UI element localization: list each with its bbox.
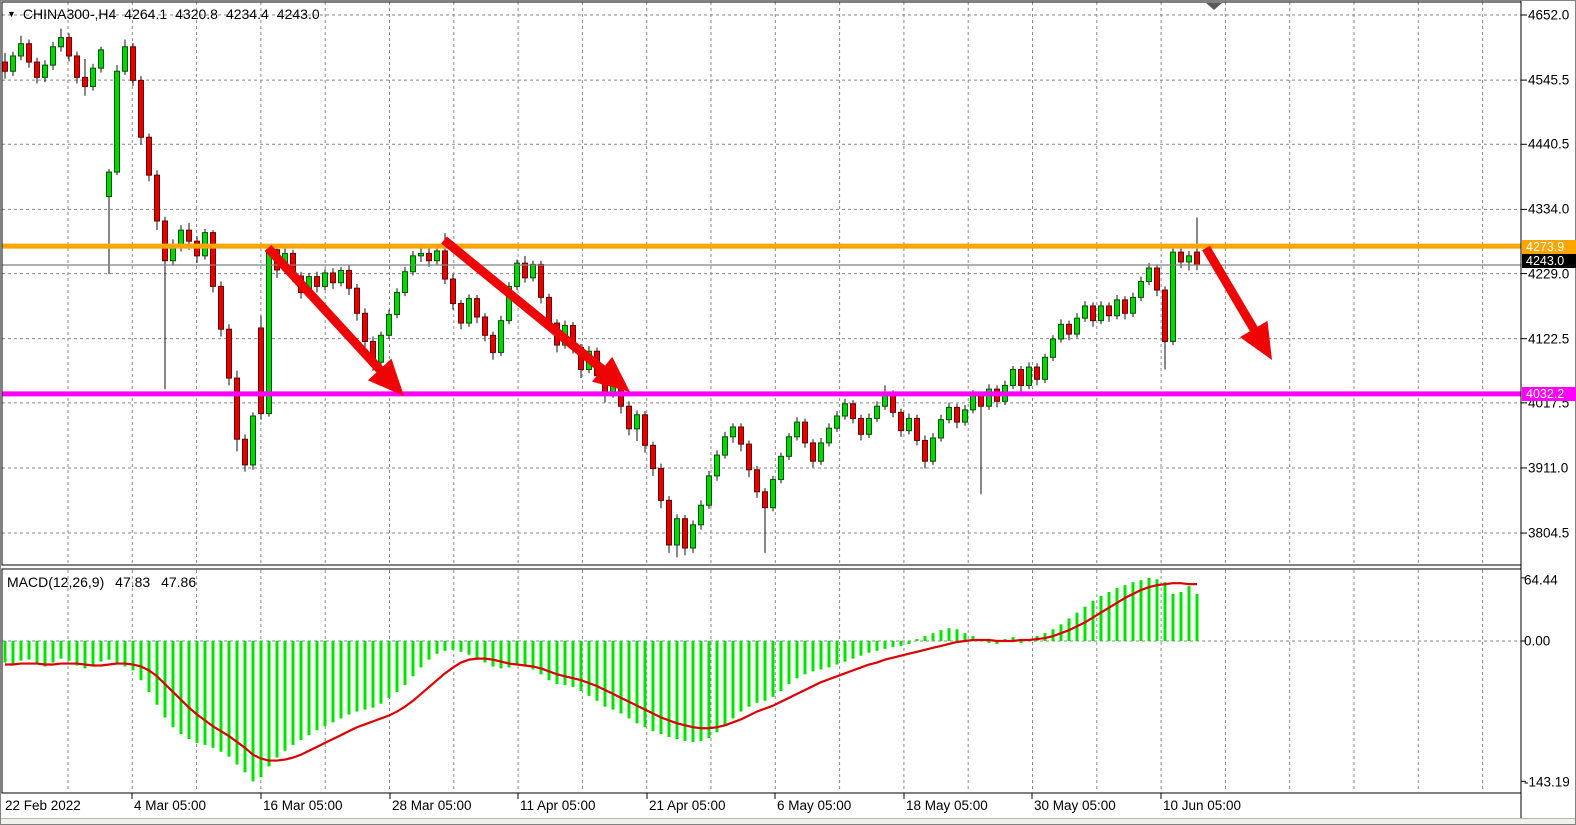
time-axis-label: 4 Mar 05:00 bbox=[134, 798, 207, 813]
price-axis-label: 4229.0 bbox=[1528, 266, 1570, 282]
price-axis-label: 4334.0 bbox=[1528, 201, 1570, 217]
time-axis-label: 10 Jun 05:00 bbox=[1163, 798, 1242, 813]
ohlc-low: 4234.4 bbox=[225, 6, 269, 22]
macd-axis-label: 64.44 bbox=[1524, 572, 1558, 588]
price-axis-label: 3911.0 bbox=[1528, 460, 1569, 476]
chart-title: ▼ CHINA300-,H4 4264.1 4320.8 4234.4 4243… bbox=[7, 6, 320, 22]
time-axis-label: 28 Mar 05:00 bbox=[392, 798, 472, 813]
indicator-signal-value: 47.86 bbox=[161, 574, 197, 590]
price-axis-label: 4652.0 bbox=[1528, 7, 1570, 23]
time-axis-label: 16 Mar 05:00 bbox=[263, 798, 343, 813]
time-axis-label: 11 Apr 05:00 bbox=[520, 798, 596, 813]
price-axis-label: 4122.5 bbox=[1528, 331, 1570, 347]
support-price-badge: 4032.2 bbox=[1522, 387, 1576, 401]
price-axis-label: 4545.5 bbox=[1528, 72, 1570, 88]
ohlc-close: 4243.0 bbox=[276, 6, 320, 22]
macd-axis-label: 0.00 bbox=[1524, 633, 1551, 649]
time-axis-label: 22 Feb 2022 bbox=[5, 798, 81, 813]
time-axis-label: 6 May 05:00 bbox=[777, 798, 852, 813]
ohlc-high: 4320.8 bbox=[175, 6, 218, 22]
indicator-label: MACD(12,26,9) 47.83 47.86 bbox=[7, 574, 196, 590]
price-axis-label: 4440.5 bbox=[1528, 136, 1570, 152]
time-axis-label: 21 Apr 05:00 bbox=[649, 798, 726, 813]
window-bottom-strip bbox=[1, 819, 1575, 824]
ohlc-open: 4264.1 bbox=[124, 6, 168, 22]
current-price-badge: 4243.0 bbox=[1522, 254, 1576, 268]
time-axis-label: 30 May 05:00 bbox=[1034, 798, 1116, 813]
time-axis-label: 18 May 05:00 bbox=[906, 798, 988, 813]
indicator-main-value: 47.83 bbox=[115, 574, 151, 590]
resistance-price-badge: 4273.9 bbox=[1522, 240, 1576, 254]
indicator-name: MACD(12,26,9) bbox=[7, 574, 105, 590]
macd-axis-label: -143.19 bbox=[1524, 774, 1570, 790]
price-axis-label: 3804.5 bbox=[1528, 525, 1570, 541]
symbol-name: CHINA300-,H4 bbox=[22, 6, 117, 22]
symbol-collapse-icon[interactable]: ▼ bbox=[7, 9, 16, 19]
